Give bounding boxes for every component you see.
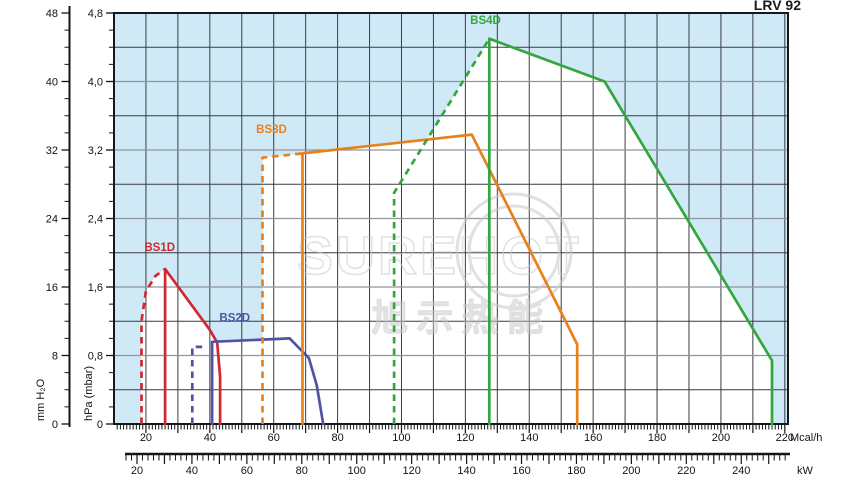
- mcal-tick-label: 80: [331, 432, 343, 444]
- series-bs1d-label: BS1D: [144, 242, 175, 254]
- mm-h2o-tick-label: 0: [52, 419, 58, 431]
- mcal-tick-label: 120: [456, 432, 474, 444]
- chart-background-layer: [114, 13, 788, 424]
- kw-tick-label: 120: [402, 465, 420, 477]
- kw-tick-label: 160: [512, 465, 530, 477]
- mm-h2o-tick-label: 8: [52, 351, 58, 363]
- mcal-tick-label: 20: [140, 432, 152, 444]
- series-bs4d-label: BS4D: [470, 15, 501, 27]
- kw-tick-label: 220: [677, 465, 695, 477]
- kw-tick-label: 80: [296, 465, 308, 477]
- mcal-tick-label: 100: [392, 432, 410, 444]
- series-bs3d-solid-line: [301, 133, 579, 426]
- hpa-tick-label: 2,4: [88, 214, 103, 226]
- kw-tick-label: 100: [348, 465, 366, 477]
- mcal-tick-label: 180: [648, 432, 666, 444]
- hpa-tick-label: 4,8: [88, 8, 103, 20]
- mcal-tick-label: 160: [584, 432, 602, 444]
- series-bs1d-solid-line: [163, 267, 222, 426]
- series-bs3d-label: BS3D: [256, 124, 287, 136]
- mcal-tick-label: 200: [712, 432, 730, 444]
- mcal-tick-label: 40: [204, 432, 216, 444]
- series-bs4d-dashed-line: [392, 37, 491, 424]
- kw-tick-label: 40: [186, 465, 198, 477]
- mcal-tick-label: 60: [268, 432, 280, 444]
- working-area-envelope: [141, 38, 772, 424]
- mm-h2o-tick-label: 40: [46, 77, 58, 89]
- hpa-tick-label: 0,8: [88, 351, 103, 363]
- chart-title: LRV 92: [754, 0, 801, 13]
- hpa-axis-title: hPa (mbar): [83, 366, 95, 421]
- mm-h2o-tick-label: 32: [46, 145, 58, 157]
- watermark-circle-inner: [467, 204, 561, 298]
- kw-axis-unit: kW: [797, 465, 814, 477]
- mcal-tick-label: 220: [776, 432, 794, 444]
- mm-h2o-tick-label: 48: [46, 8, 58, 20]
- mcal-tick-label: 140: [520, 432, 538, 444]
- series-bs2d-solid-line: [210, 337, 325, 426]
- kw-tick-label: 240: [732, 465, 750, 477]
- kw-tick-label: 200: [622, 465, 640, 477]
- series-bs2d-dashed-line: [190, 345, 205, 424]
- kw-tick-label: 60: [241, 465, 253, 477]
- hpa-tick-label: 3,2: [88, 145, 103, 157]
- hpa-tick-label: 4,0: [88, 77, 103, 89]
- kw-tick-label: 20: [131, 465, 143, 477]
- mm-h2o-tick-label: 24: [46, 214, 58, 226]
- kw-tick-label: 140: [457, 465, 475, 477]
- hpa-tick-label: 1,6: [88, 282, 103, 294]
- mm-h2o-axis-title: mm H₂O: [35, 378, 47, 421]
- watermark-circle-outer: [455, 192, 573, 310]
- watermark-text-cn: 旭示热能: [372, 297, 552, 338]
- series-bs3d-dashed-line: [261, 152, 303, 424]
- mcal-axis-unit: Mcal/h: [790, 432, 822, 444]
- kw-tick-label: 180: [567, 465, 585, 477]
- series-bs4d-solid-line: [487, 37, 774, 426]
- series-bs1d-dashed-line: [140, 267, 166, 424]
- mm-h2o-tick-label: 16: [46, 282, 58, 294]
- hpa-tick-label: 0: [97, 419, 103, 431]
- watermark-text-en: SUREHOT: [297, 226, 582, 286]
- series-bs2d-label: BS2D: [219, 312, 250, 324]
